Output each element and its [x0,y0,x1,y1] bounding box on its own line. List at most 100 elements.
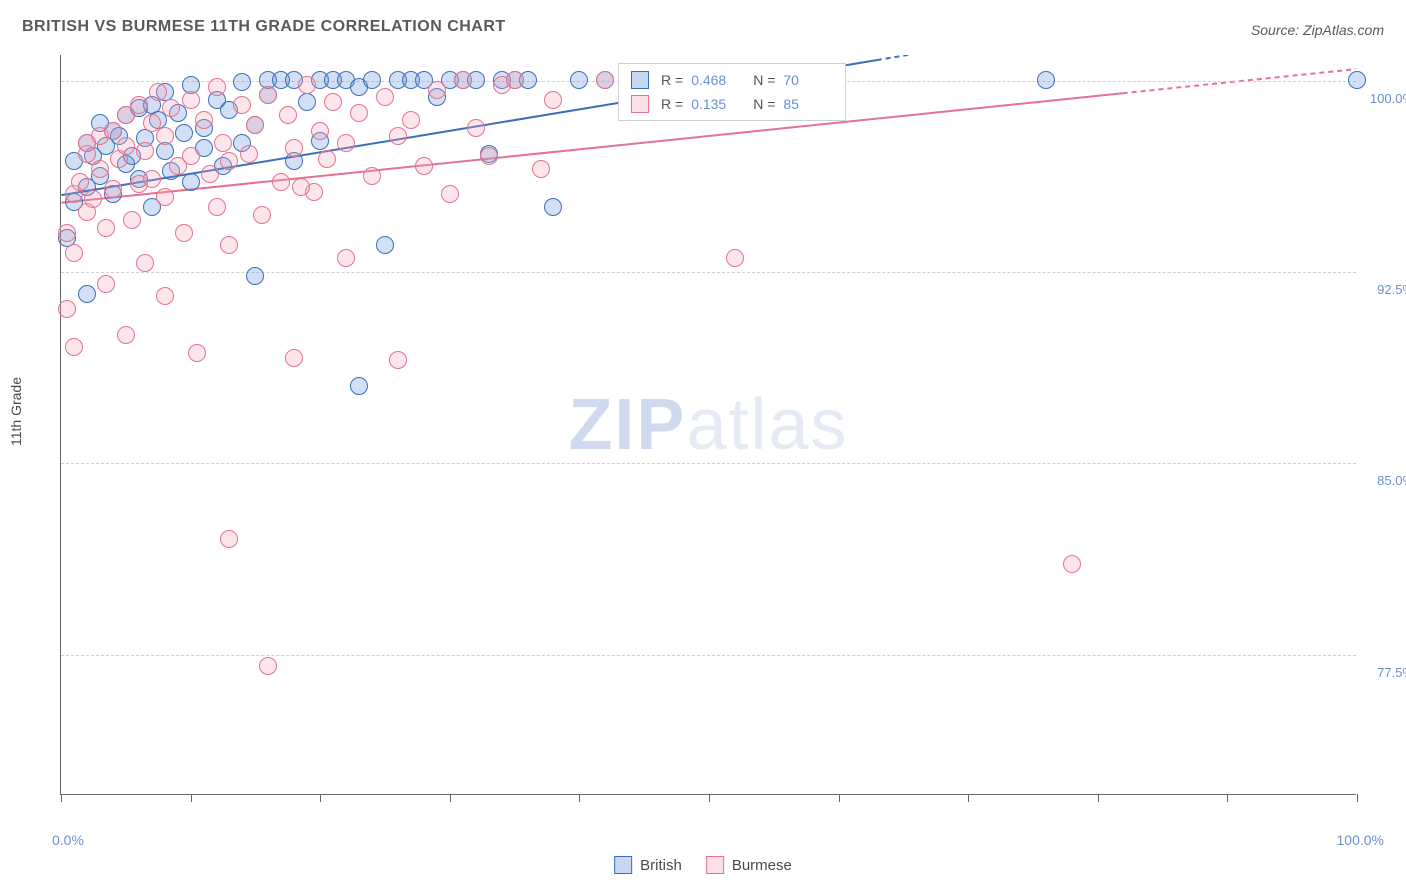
r-label: R = [661,96,683,112]
data-point [162,99,180,117]
data-point [78,285,96,303]
x-tick [839,794,840,802]
data-point [65,244,83,262]
data-point [71,173,89,191]
data-point [376,88,394,106]
data-point [246,267,264,285]
x-tick [709,794,710,802]
x-tick [1357,794,1358,802]
data-point [259,657,277,675]
chart-plot-area: ZIPatlas 77.5%85.0%92.5%100.0% [60,55,1356,795]
data-point [415,157,433,175]
n-value: 70 [783,72,833,88]
source-attribution: Source: ZipAtlas.com [1251,22,1384,38]
x-tick [579,794,580,802]
data-point [233,96,251,114]
data-point [1063,555,1081,573]
data-point [175,124,193,142]
data-point [285,139,303,157]
data-point [143,170,161,188]
data-point [208,198,226,216]
data-point [324,93,342,111]
watermark: ZIPatlas [568,384,848,466]
data-point [376,236,394,254]
data-point [544,91,562,109]
data-point [285,349,303,367]
data-point [182,91,200,109]
data-point [136,142,154,160]
data-point [156,287,174,305]
x-axis-label-max: 100.0% [1337,832,1384,848]
data-point [84,190,102,208]
data-point [156,188,174,206]
x-tick [968,794,969,802]
r-value: 0.468 [691,72,741,88]
r-value: 0.135 [691,96,741,112]
legend-item: British [614,856,682,874]
data-point [182,147,200,165]
n-label: N = [753,72,775,88]
data-point [454,71,472,89]
data-point [389,127,407,145]
x-tick [1098,794,1099,802]
legend-item: Burmese [706,856,792,874]
data-point [175,224,193,242]
data-point [104,180,122,198]
legend-label: Burmese [732,857,792,874]
data-point [428,81,446,99]
x-axis-label-min: 0.0% [52,832,84,848]
data-point [201,165,219,183]
data-point [389,351,407,369]
data-point [78,134,96,152]
data-point [240,145,258,163]
data-point [480,147,498,165]
trend-lines-layer [61,55,1356,794]
data-point [318,150,336,168]
y-tick-label: 77.5% [1377,665,1406,680]
gridline [61,655,1356,656]
n-value: 85 [783,96,833,112]
legend-swatch [631,95,649,113]
trend-line-extrapolated [877,55,1356,60]
data-point [149,83,167,101]
data-point [311,122,329,140]
chart-title: BRITISH VS BURMESE 11TH GRADE CORRELATIO… [22,18,506,36]
data-point [195,111,213,129]
legend-swatch [631,71,649,89]
data-point [117,137,135,155]
data-point [156,127,174,145]
data-point [467,119,485,137]
stats-legend-row: R = 0.135 N = 85 [619,92,845,116]
series-legend: British Burmese [614,856,792,874]
data-point [97,219,115,237]
data-point [246,116,264,134]
data-point [91,160,109,178]
data-point [253,206,271,224]
data-point [279,106,297,124]
data-point [596,71,614,89]
y-axis-title: 11th Grade [8,377,24,446]
legend-label: British [640,857,682,874]
data-point [272,173,290,191]
data-point [233,73,251,91]
data-point [1348,71,1366,89]
legend-swatch [614,856,632,874]
x-tick [320,794,321,802]
data-point [123,211,141,229]
gridline [61,463,1356,464]
x-tick [61,794,62,802]
data-point [97,275,115,293]
data-point [350,104,368,122]
x-tick [1227,794,1228,802]
data-point [220,152,238,170]
data-point [58,300,76,318]
data-point [1037,71,1055,89]
data-point [544,198,562,216]
data-point [220,236,238,254]
data-point [208,78,226,96]
data-point [570,71,588,89]
data-point [532,160,550,178]
data-point [136,254,154,272]
data-point [220,530,238,548]
data-point [350,377,368,395]
